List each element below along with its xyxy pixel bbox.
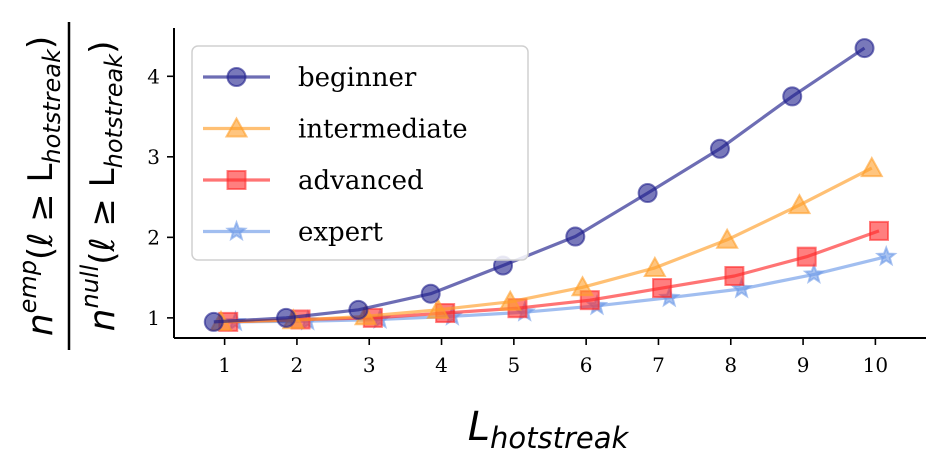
data-point-intermediate-4 [426, 297, 450, 319]
x-axis-title: Lhotstreak [468, 404, 630, 455]
x-tick-label-7: 7 [652, 353, 665, 377]
y-axis-title: nemp(ℓ ≥ Lhotstreak) nnull(ℓ ≥ Lhotstrea… [14, 22, 128, 350]
data-point-advanced-10 [869, 220, 889, 241]
y-tick-label-4: 4 [147, 64, 160, 88]
data-point-beginner-9 [782, 86, 803, 107]
legend-marker-intermediate [224, 116, 249, 138]
data-point-beginner-1 [203, 311, 224, 332]
legend-label-advanced: advanced [298, 166, 424, 196]
legend-label-intermediate: intermediate [298, 115, 468, 145]
legend: beginner intermediate advanced expert [191, 45, 529, 261]
y-tick-label-3: 3 [147, 145, 160, 169]
data-point-expert-9 [802, 262, 826, 284]
y-tick-label-1: 1 [147, 306, 160, 330]
y-tick-label-2: 2 [147, 225, 160, 249]
legend-marker-beginner [226, 67, 247, 87]
x-tick-label-10: 10 [863, 353, 888, 377]
data-point-intermediate-9 [787, 193, 812, 215]
data-point-intermediate-5 [498, 289, 522, 311]
data-point-beginner-10 [854, 38, 875, 59]
axes: 1 2 3 4 5 6 7 8 9 10 1 2 3 4 [147, 28, 926, 377]
series-line-intermediate [220, 166, 873, 324]
x-tick-label-9: 9 [797, 353, 810, 377]
x-tick-label-4: 4 [435, 353, 448, 377]
data-point-beginner-8 [709, 138, 730, 159]
data-point-beginner-2 [276, 307, 297, 328]
y-axis-numerator: nemp(ℓ ≥ Lhotstreak) [14, 36, 66, 336]
x-tick-label-1: 1 [218, 353, 231, 377]
legend-marker-expert [225, 219, 248, 242]
data-point-expert-8 [730, 277, 753, 299]
legend-marker-advanced [226, 170, 247, 190]
data-point-intermediate-10 [860, 156, 884, 178]
legend-box [191, 45, 529, 261]
series-line-beginner [213, 46, 866, 324]
data-point-beginner-6 [565, 226, 586, 247]
data-point-advanced-7 [652, 278, 673, 299]
data-point-intermediate-6 [570, 275, 595, 297]
data-point-expert-10 [874, 244, 898, 267]
plot-area [203, 38, 898, 332]
x-tick-label-5: 5 [507, 353, 520, 377]
data-point-advanced-9 [796, 246, 817, 267]
data-point-intermediate-8 [715, 227, 739, 249]
data-point-beginner-7 [637, 183, 658, 204]
data-point-advanced-8 [724, 265, 745, 286]
legend-label-expert: expert [298, 218, 384, 248]
x-tick-label-2: 2 [291, 353, 304, 377]
data-point-beginner-4 [420, 283, 441, 304]
x-tick-label-3: 3 [363, 353, 376, 377]
data-point-beginner-3 [348, 299, 369, 320]
y-axis-denominator: nnull(ℓ ≥ Lhotstreak) [76, 41, 128, 332]
legend-label-beginner: beginner [298, 63, 417, 93]
x-tick-label-8: 8 [724, 353, 737, 377]
data-point-intermediate-7 [643, 255, 667, 277]
x-tick-label-6: 6 [580, 353, 593, 377]
series-line-expert [235, 255, 887, 324]
